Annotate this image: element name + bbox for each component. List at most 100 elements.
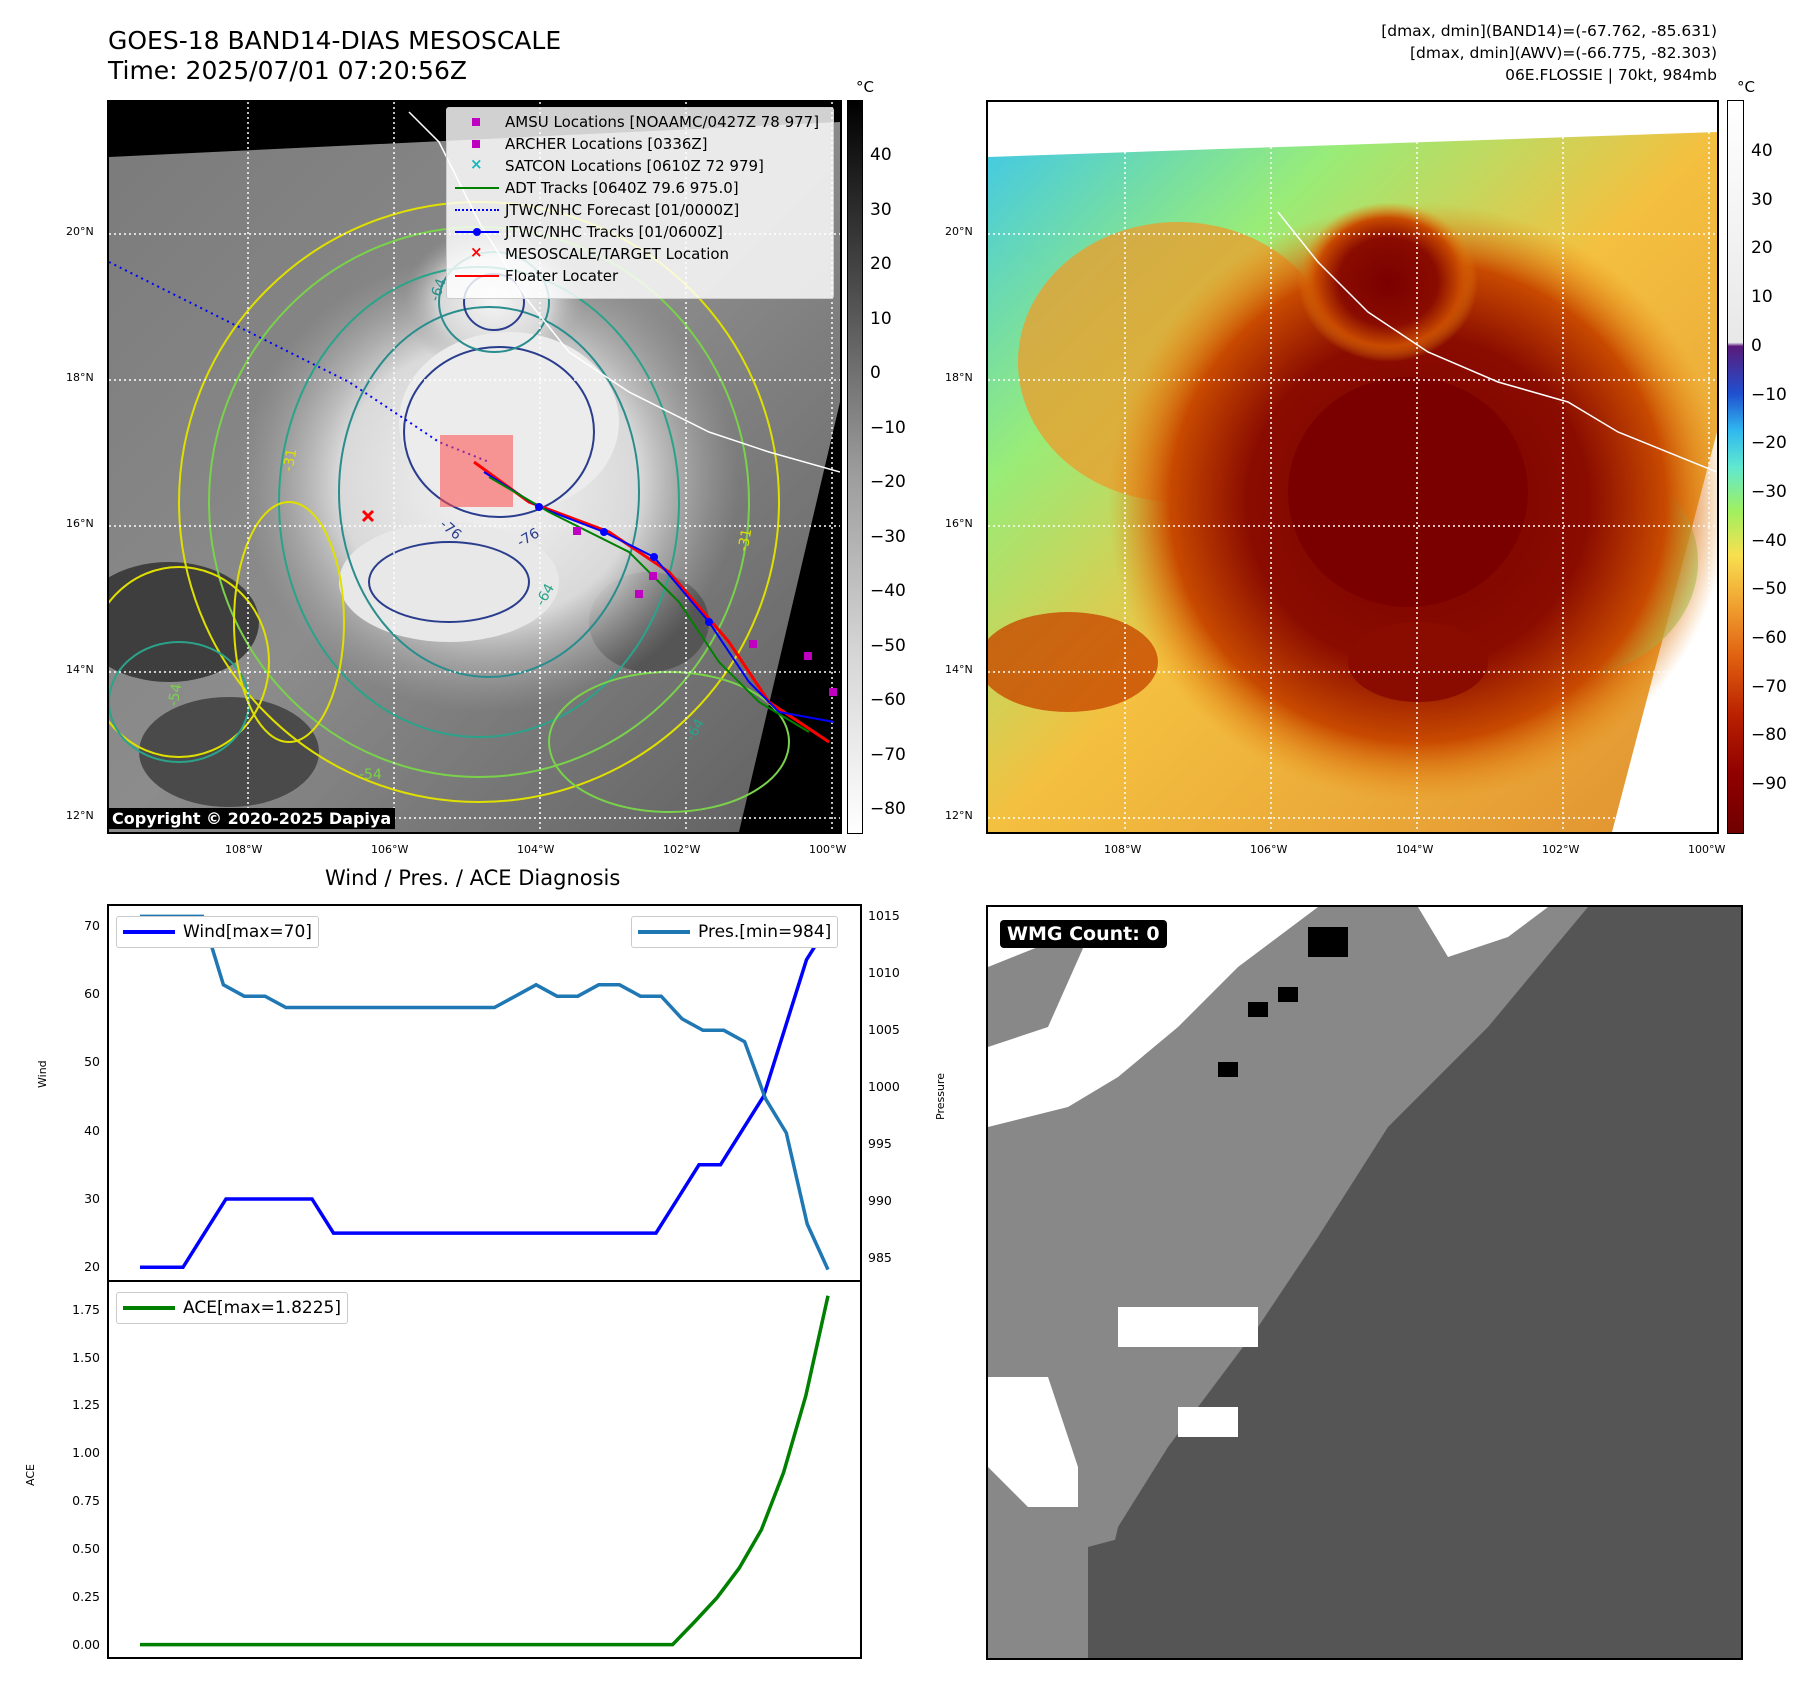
colorbar-color-label: 0 (1751, 336, 1762, 356)
pressure-tick: 1015 (868, 908, 900, 924)
wind-tick: 60 (84, 985, 100, 1001)
legend-label: ADT Tracks [0640Z 79.6 975.0] (505, 179, 739, 197)
wind-tick: 50 (84, 1054, 100, 1070)
colorbar-color-label: 20 (1751, 238, 1773, 258)
diagnosis-title: Wind / Pres. / ACE Diagnosis (325, 866, 621, 890)
colorbar-gray-label: 10 (870, 309, 892, 329)
colorbar-color-label: −30 (1751, 482, 1787, 502)
lon-tick: 100°W (1688, 843, 1726, 856)
pres-legend: Pres.[min=984] (631, 916, 839, 948)
legend-item-tracks: JTWC/NHC Tracks [01/0600Z] (455, 222, 723, 242)
pressure-tick: 1010 (868, 965, 900, 981)
legend-item-adt: ADT Tracks [0640Z 79.6 975.0] (455, 178, 739, 198)
colorbar-color-label: 40 (1751, 141, 1773, 161)
lon-tick: 108°W (225, 843, 263, 856)
enhanced-map-panel (986, 100, 1719, 834)
lat-tick: 14°N (945, 663, 973, 676)
map-legend: AMSU Locations [NOAAMC/0427Z 78 977] ARC… (446, 107, 834, 299)
legend-label: ARCHER Locations [0336Z] (505, 135, 708, 153)
legend-item-satcon: × SATCON Locations [0610Z 72 979] (470, 155, 764, 175)
pres-legend-label: Pres.[min=984] (698, 922, 832, 942)
wmg-count-badge: WMG Count: 0 (1000, 920, 1167, 948)
stats-awv: [dmax, dmin](AWV)=(-66.775, -82.303) (1410, 44, 1717, 62)
lon-tick: 108°W (1104, 843, 1142, 856)
lat-tick: 12°N (66, 809, 94, 822)
colorbar-gray-label: −60 (870, 690, 906, 710)
pressure-tick: 1000 (868, 1079, 900, 1095)
legend-item-archer: ARCHER Locations [0336Z] (455, 134, 708, 154)
colorbar-color-label: −20 (1751, 433, 1787, 453)
colorbar-gray-label: −40 (870, 581, 906, 601)
legend-label: SATCON Locations [0610Z 72 979] (505, 157, 764, 175)
lat-tick: 20°N (66, 225, 94, 238)
legend-label: Floater Locater (505, 267, 619, 285)
wind-pres-axes (107, 904, 862, 1282)
pressure-tick: 1005 (868, 1022, 900, 1038)
wind-legend-label: Wind[max=70] (183, 922, 312, 942)
colorbar-gray-unit: °C (856, 78, 874, 96)
legend-item-floater: Floater Locater (455, 266, 618, 286)
ace-tick: 1.50 (72, 1349, 100, 1365)
ace-axis-label: ACE (24, 1464, 37, 1486)
ace-tick: 0.00 (72, 1636, 100, 1652)
wind-tick: 40 (84, 1122, 100, 1138)
legend-label: MESOSCALE/TARGET Location (505, 245, 730, 263)
pressure-tick: 985 (868, 1250, 892, 1266)
ace-legend: ACE[max=1.8225] (116, 1292, 348, 1324)
figure-time: Time: 2025/07/01 07:20:56Z (108, 56, 467, 85)
lat-tick: 16°N (945, 517, 973, 530)
colorbar-gray-label: −70 (870, 745, 906, 765)
legend-item-forecast: JTWC/NHC Forecast [01/0000Z] (455, 200, 739, 220)
series-line-wind (140, 924, 830, 1270)
copyright-label: Copyright © 2020-2025 Dapiya (108, 808, 396, 829)
lat-tick: 12°N (945, 809, 973, 822)
legend-item-target: × MESOSCALE/TARGET Location (470, 243, 730, 263)
legend-label: AMSU Locations [NOAAMC/0427Z 78 977] (505, 113, 820, 131)
colorbar-gray-label: 20 (870, 254, 892, 274)
pres-axis-label: Pressure (934, 1073, 947, 1120)
lon-tick: 104°W (517, 843, 555, 856)
contour-label: -54 (359, 767, 382, 783)
wind-legend: Wind[max=70] (116, 916, 319, 948)
colorbar-color-label: −60 (1751, 628, 1787, 648)
series-line-ace (140, 1295, 830, 1647)
colorbar-color-label: −40 (1751, 531, 1787, 551)
ace-tick: 0.50 (72, 1540, 100, 1556)
ace-tick: 1.00 (72, 1445, 100, 1461)
colorbar-color-unit: °C (1737, 78, 1755, 96)
ace-axes (107, 1280, 862, 1659)
colorbar-color-label: −50 (1751, 579, 1787, 599)
stats-band14: [dmax, dmin](BAND14)=(-67.762, -85.631) (1381, 22, 1717, 40)
wmg-image (988, 907, 1741, 1658)
colorbar-color-label: −70 (1751, 677, 1787, 697)
series-line-pressure (140, 914, 830, 1271)
colorbar-color (1727, 100, 1744, 834)
wind-axis-label: Wind (36, 1060, 49, 1088)
wind-tick: 70 (84, 917, 100, 933)
colorbar-gray-label: −10 (870, 418, 906, 438)
colorbar-gray (847, 100, 863, 834)
lon-tick: 102°W (663, 843, 701, 856)
ace-tick: 1.25 (72, 1397, 100, 1413)
pressure-tick: 995 (868, 1136, 892, 1152)
colorbar-gray-label: −20 (870, 472, 906, 492)
colorbar-color-label: −80 (1751, 725, 1787, 745)
colorbar-color-label: 10 (1751, 287, 1773, 307)
ace-legend-label: ACE[max=1.8225] (183, 1298, 341, 1318)
lat-tick: 16°N (66, 517, 94, 530)
ace-tick: 0.25 (72, 1588, 100, 1604)
storm-info: 06E.FLOSSIE | 70kt, 984mb (1505, 66, 1717, 84)
ace-tick: 1.75 (72, 1301, 100, 1317)
lat-tick: 14°N (66, 663, 94, 676)
colorbar-gray-label: 30 (870, 200, 892, 220)
colorbar-gray-label: 0 (870, 363, 881, 383)
lat-tick: 18°N (66, 371, 94, 384)
colorbar-color-label: 30 (1751, 190, 1773, 210)
wind-tick: 20 (84, 1259, 100, 1275)
colorbar-gray-label: 40 (870, 145, 892, 165)
lon-tick: 106°W (1250, 843, 1288, 856)
figure-title: GOES-18 BAND14-DIAS MESOSCALE (108, 26, 562, 55)
enhanced-map-image (988, 102, 1717, 832)
pressure-tick: 990 (868, 1193, 892, 1209)
wmg-panel (986, 905, 1743, 1660)
